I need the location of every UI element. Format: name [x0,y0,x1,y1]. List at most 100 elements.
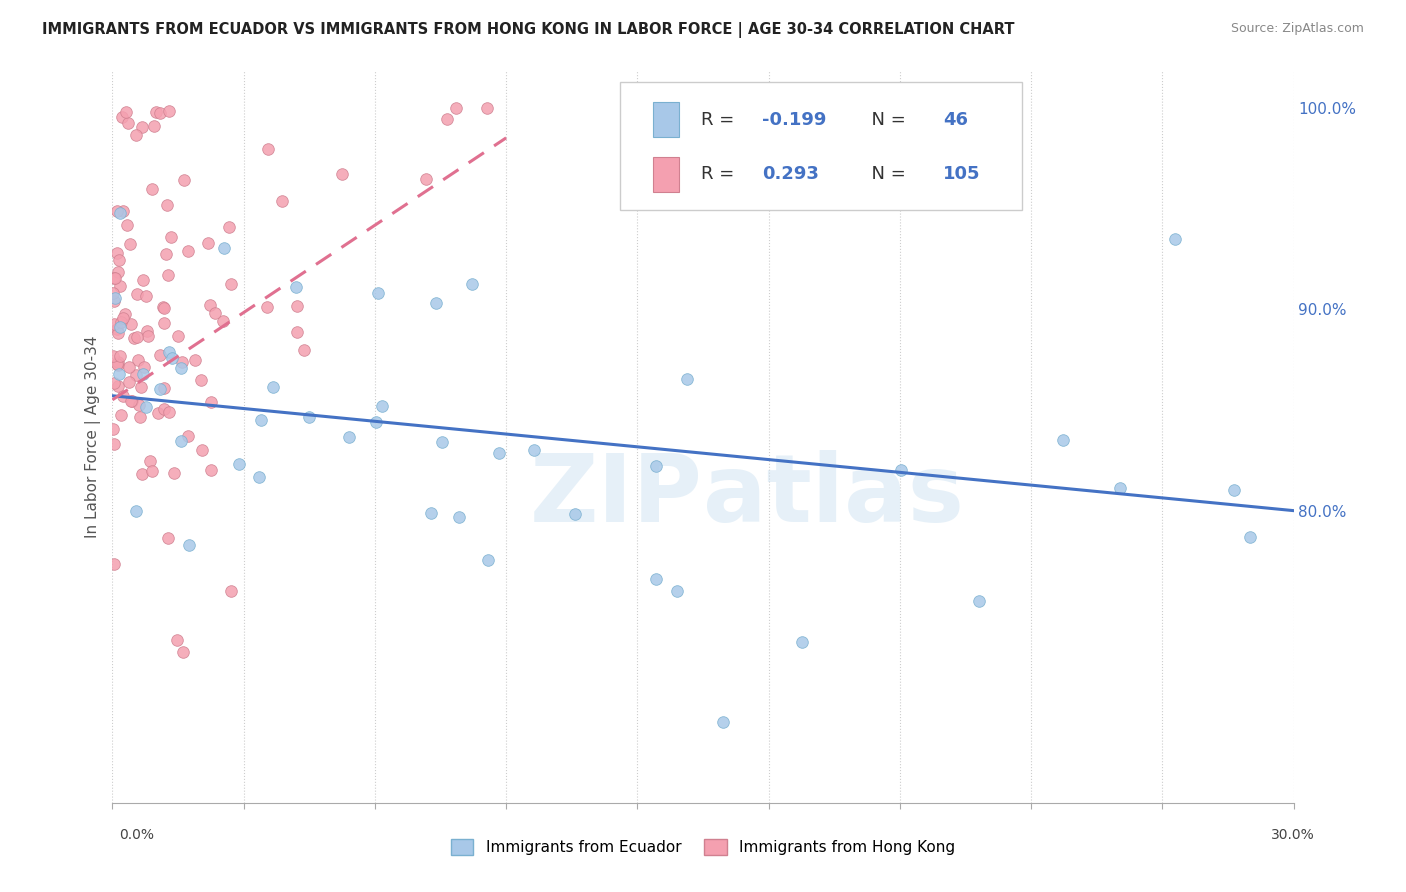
Point [125,504,148,518]
Point [111,389,134,403]
Bar [654,157,679,192]
Point [108,367,131,381]
Text: IMMIGRANTS FROM ECUADOR VS IMMIGRANTS FROM HONG KONG IN LABOR FORCE | AGE 30-34 : IMMIGRANTS FROM ECUADOR VS IMMIGRANTS FR… [42,22,1015,38]
Point [200,463,222,477]
Point [153,301,176,315]
Point [1052,433,1074,447]
FancyBboxPatch shape [620,82,1022,211]
Point [120,393,142,408]
Point [153,381,176,395]
Point [167,329,190,343]
Point [125,128,148,142]
Point [1223,483,1246,498]
Y-axis label: In Labor Force | Age 30-34: In Labor Force | Age 30-34 [86,335,101,539]
Point [177,244,200,258]
Point [218,219,240,234]
Point [184,352,207,367]
Point [1164,231,1187,245]
Point [256,300,278,314]
Point [285,280,308,294]
Point [108,206,131,220]
Point [367,285,389,300]
Point [125,287,148,301]
Bar [654,102,679,137]
Point [120,317,142,331]
Point [160,230,183,244]
Point [103,437,125,451]
Point [432,434,454,449]
Point [142,119,165,133]
Legend: Immigrants from Ecuador, Immigrants from Hong Kong: Immigrants from Ecuador, Immigrants from… [444,833,962,861]
Text: N =: N = [860,111,911,128]
Point [127,330,149,344]
Text: 46: 46 [943,111,967,128]
Point [110,278,132,293]
Point [141,182,163,196]
Point [444,101,467,115]
Point [159,103,181,118]
Point [157,345,180,359]
Point [371,399,394,413]
Point [163,466,186,480]
Point [645,459,668,474]
Point [419,506,441,520]
Text: -0.199: -0.199 [762,111,827,128]
Point [105,203,128,218]
Point [219,277,242,291]
Point [125,368,148,382]
Point [461,277,484,292]
Point [200,395,222,409]
Point [149,348,172,362]
Point [103,271,125,285]
Point [1239,530,1261,544]
Point [107,265,129,279]
Point [131,120,153,135]
Point [117,375,139,389]
Point [103,293,125,308]
Point [129,380,152,394]
Point [108,349,131,363]
Point [103,558,125,572]
Point [156,531,179,545]
Point [146,406,169,420]
Point [105,246,128,260]
Point [564,507,586,521]
Point [103,376,125,390]
Point [271,194,294,208]
Point [298,409,321,424]
Point [114,307,136,321]
Point [173,173,195,187]
Point [228,457,250,471]
Point [250,413,273,427]
Point [107,326,129,340]
Point [477,553,499,567]
Text: ZIP: ZIP [530,450,703,541]
Point [101,422,124,436]
Point [177,429,200,443]
Point [257,142,280,156]
Point [197,235,219,250]
Point [191,442,214,457]
Point [103,317,125,331]
Point [172,645,194,659]
Point [132,273,155,287]
Point [132,359,155,374]
Point [790,634,813,648]
Point [425,295,447,310]
Point [122,331,145,345]
Point [115,218,138,232]
Point [103,285,125,300]
Point [111,111,134,125]
Point [117,116,139,130]
Point [149,106,172,120]
Point [337,430,360,444]
Point [644,572,666,586]
Point [127,353,149,368]
Text: N =: N = [860,166,911,184]
Point [364,415,387,429]
Text: 0.0%: 0.0% [120,828,155,842]
Point [190,373,212,387]
Point [330,167,353,181]
Point [890,463,912,477]
Point [1109,481,1132,495]
